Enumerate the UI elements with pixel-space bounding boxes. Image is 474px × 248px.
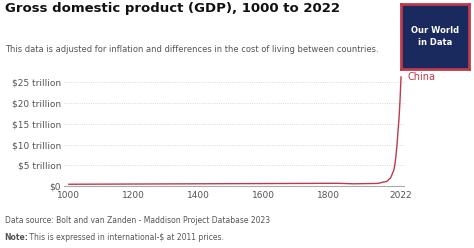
Text: Note:: Note: <box>5 233 28 242</box>
Text: This data is adjusted for inflation and differences in the cost of living betwee: This data is adjusted for inflation and … <box>5 45 378 54</box>
Text: Gross domestic product (GDP), 1000 to 2022: Gross domestic product (GDP), 1000 to 20… <box>5 2 340 15</box>
Text: This is expressed in international-$ at 2011 prices.: This is expressed in international-$ at … <box>27 233 224 242</box>
Text: Data source: Bolt and van Zanden - Maddison Project Database 2023: Data source: Bolt and van Zanden - Maddi… <box>5 216 270 225</box>
Text: Our World
in Data: Our World in Data <box>411 26 459 47</box>
Text: China: China <box>408 72 436 82</box>
